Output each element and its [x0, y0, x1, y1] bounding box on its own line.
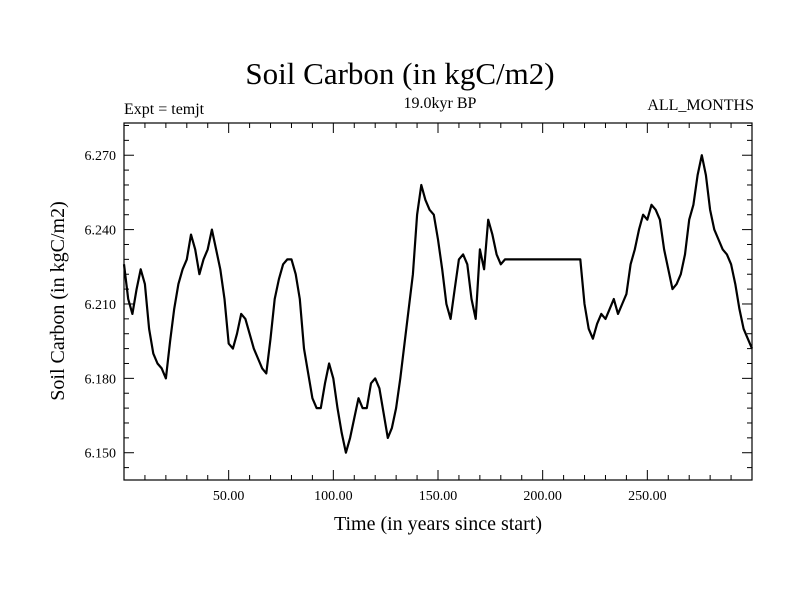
y-tick-label: 6.270 — [85, 149, 117, 164]
x-tick-label: 50.00 — [213, 489, 245, 504]
x-tick-label: 200.00 — [523, 489, 562, 504]
ticks-layer — [124, 123, 752, 480]
x-tick-label: 250.00 — [628, 489, 667, 504]
x-axis-title: Time (in years since start) — [334, 513, 542, 535]
y-tick-label: 6.210 — [85, 298, 117, 313]
experiment-label: Expt = temjt — [124, 101, 205, 118]
x-tick-label: 150.00 — [419, 489, 458, 504]
y-tick-label: 6.150 — [85, 447, 117, 462]
chart-subtitle: 19.0kyr BP — [403, 95, 477, 112]
months-label: ALL_MONTHS — [647, 97, 754, 114]
y-tick-label: 6.240 — [85, 224, 117, 239]
series-layer — [122, 154, 754, 454]
series-line — [122, 154, 754, 454]
x-tick-label: 100.00 — [314, 489, 353, 504]
plot-frame — [123, 122, 753, 481]
labels-layer: 50.00 100.00 150.00 200.00 250.00 6.150 6.180 6… — [85, 149, 667, 504]
y-axis-title: Soil Carbon (in kgC/m2) — [47, 201, 69, 400]
y-tick-label: 6.180 — [85, 372, 117, 387]
chart-title: Soil Carbon (in kgC/m2) — [245, 56, 555, 91]
